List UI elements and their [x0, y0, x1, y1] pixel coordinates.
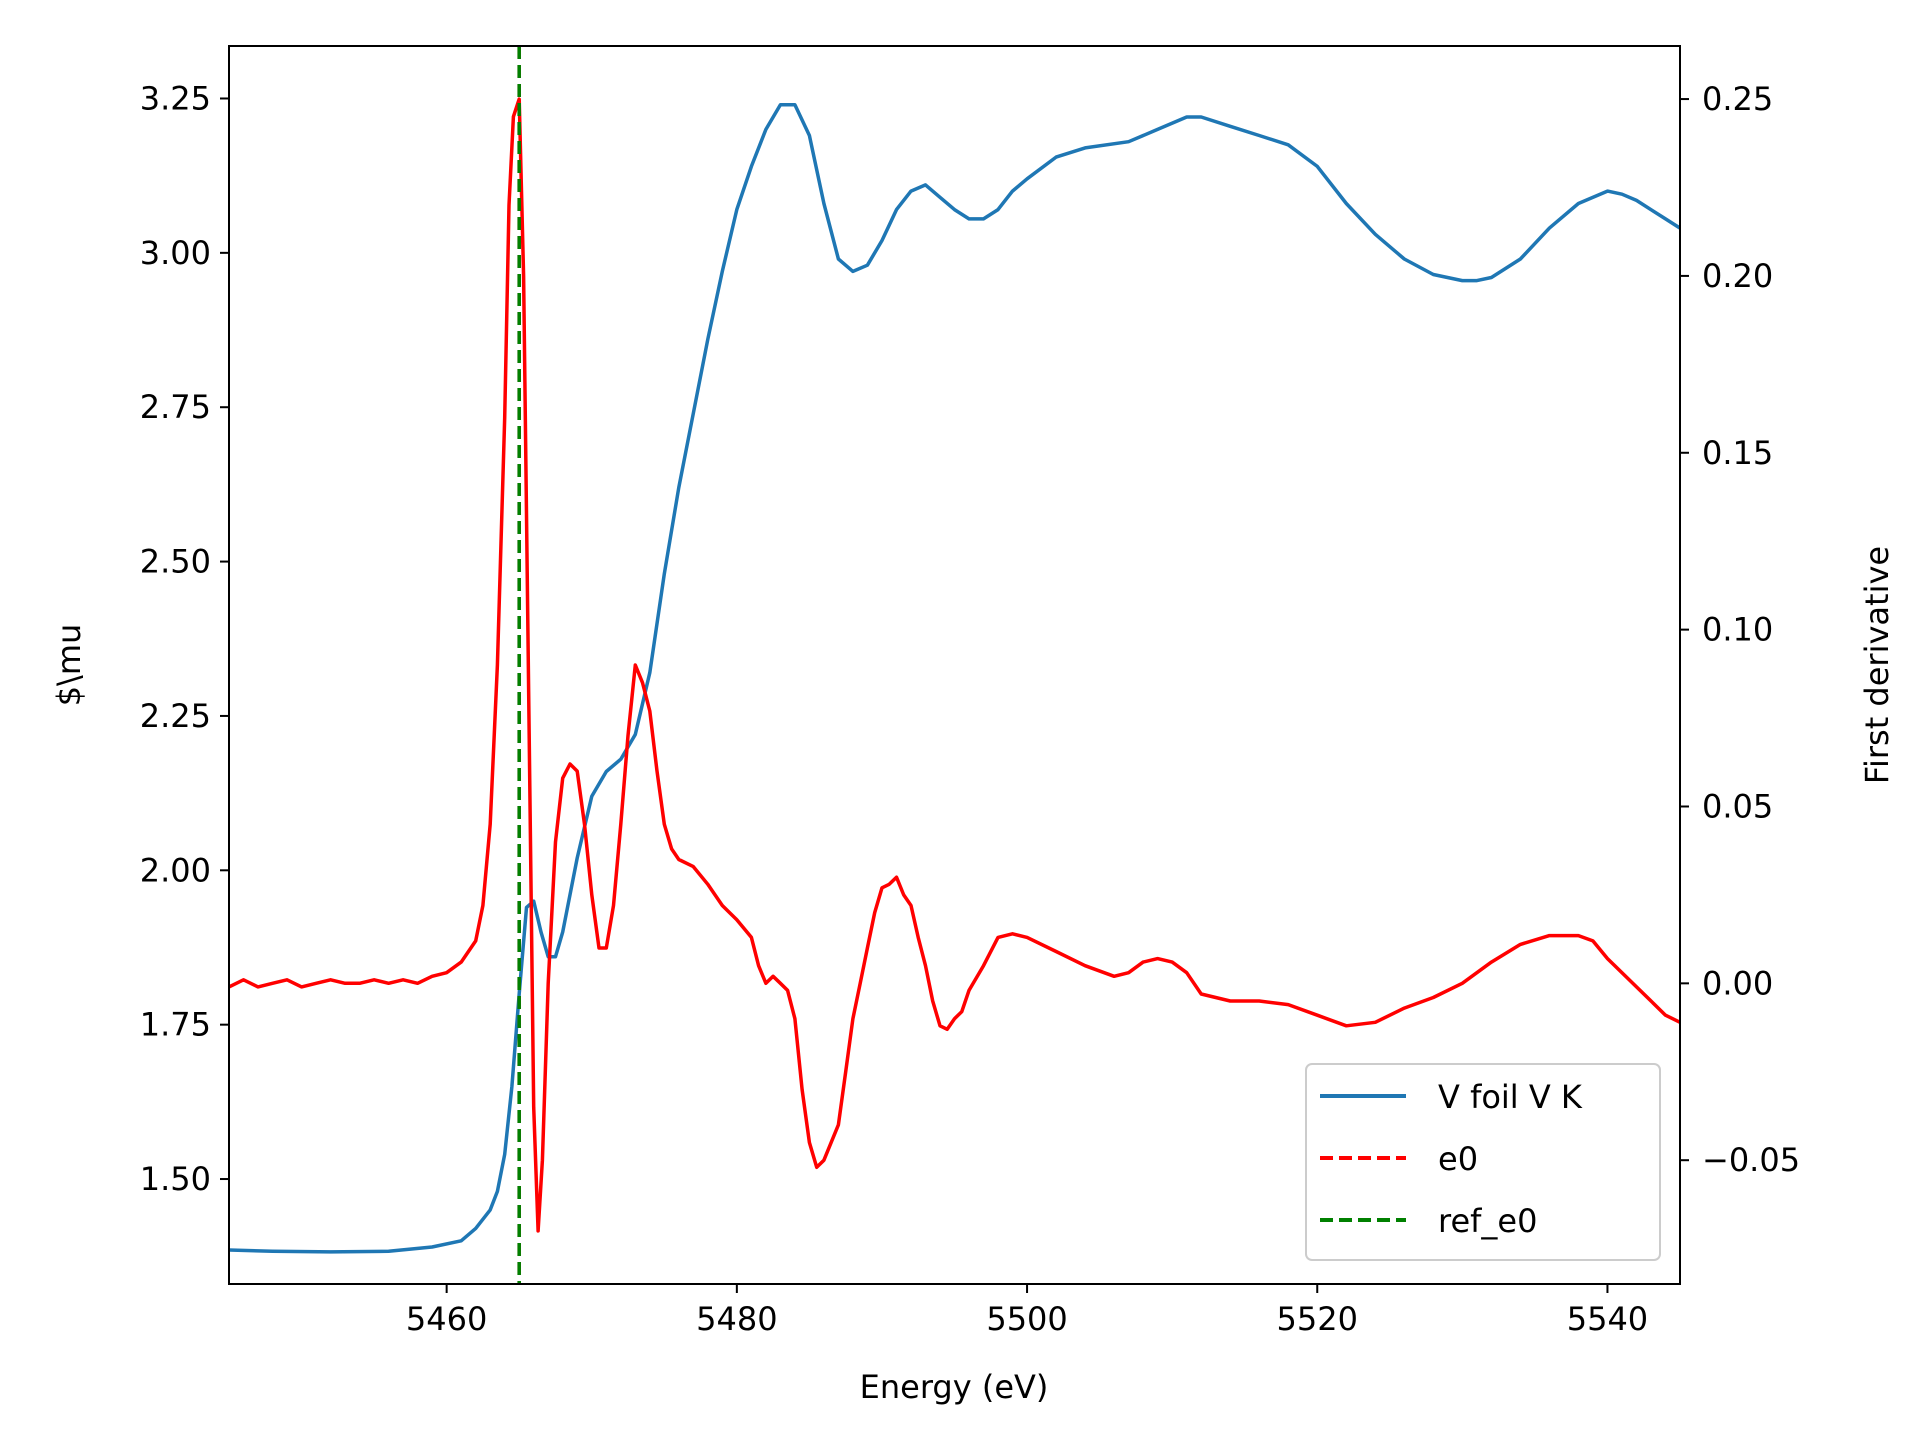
left-y-tick-label: 2.00 [140, 851, 211, 889]
right-y-tick-label: 0.15 [1702, 434, 1773, 472]
right-y-tick-label: 0.25 [1702, 80, 1773, 118]
x-tick-label: 5500 [986, 1300, 1067, 1338]
x-tick-label: 5520 [1277, 1300, 1358, 1338]
left-y-tick-label: 2.25 [140, 697, 211, 735]
left-y-axis: 1.50 1.75 2.00 2.25 2.50 2.75 3.00 3.25 [140, 79, 229, 1198]
left-y-tick-label: 2.50 [140, 543, 211, 581]
right-y-axis-label: First derivative [1858, 546, 1896, 784]
left-y-tick-label: 3.25 [140, 79, 211, 117]
right-y-tick-label: 0.10 [1702, 611, 1773, 649]
legend-label: e0 [1438, 1140, 1478, 1178]
right-y-axis: −0.05 0.00 0.05 0.10 0.15 0.20 0.25 [1680, 80, 1800, 1179]
series-line-1 [229, 97, 1680, 1233]
legend-label: ref_e0 [1438, 1202, 1537, 1240]
left-y-tick-label: 1.50 [140, 1160, 211, 1198]
left-y-tick-label: 2.75 [140, 388, 211, 426]
plot-area [229, 46, 1680, 1284]
left-y-tick-label: 1.75 [140, 1006, 211, 1044]
x-tick-label: 5460 [406, 1300, 487, 1338]
legend: V foil V K e0 ref_e0 [1305, 1063, 1661, 1261]
legend-label: V foil V K [1438, 1078, 1583, 1116]
axes-frame [228, 45, 1681, 1285]
right-y-tick-label: 0.00 [1702, 964, 1773, 1002]
x-tick-label: 5480 [696, 1300, 777, 1338]
right-y-tick-label: 0.20 [1702, 257, 1773, 295]
left-y-axis-label: $\mu [50, 624, 88, 707]
right-y-tick-label: −0.05 [1702, 1141, 1800, 1179]
x-tick-label: 5540 [1567, 1300, 1648, 1338]
right-y-tick-label: 0.05 [1702, 787, 1773, 825]
legend-box [1305, 1063, 1661, 1261]
series-line-0 [229, 102, 1680, 1254]
x-axis: 5460 5480 5500 5520 5540 [406, 1284, 1648, 1338]
left-y-tick-label: 3.00 [140, 234, 211, 272]
x-axis-label: Energy (eV) [860, 1368, 1049, 1406]
